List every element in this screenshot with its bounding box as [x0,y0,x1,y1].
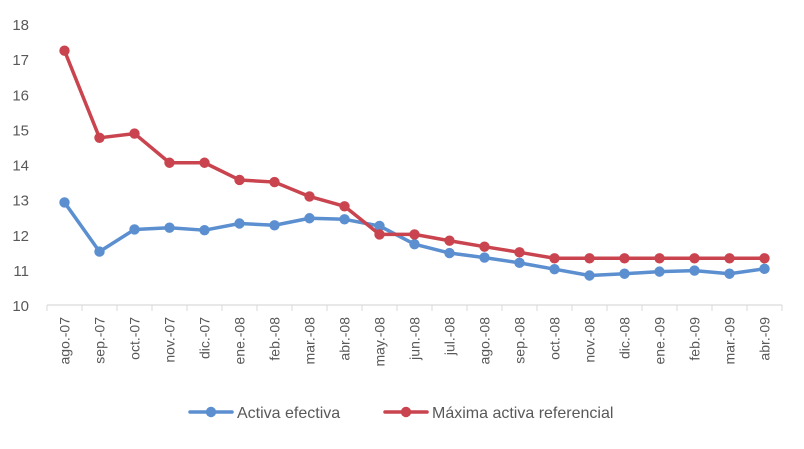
x-tick-label: mar.-08 [302,317,318,365]
data-point [94,132,105,144]
x-tick-label: abr.-08 [337,317,353,361]
y-tick-label: 18 [12,17,29,34]
data-point [409,239,420,250]
data-point [514,257,525,269]
data-point [689,265,700,276]
x-tick-label: abr.-09 [757,317,773,361]
data-point [724,268,735,279]
y-tick-label: 15 [12,122,29,139]
data-point [584,253,595,264]
data-point [234,218,245,229]
data-point [269,176,280,188]
data-point [549,253,560,264]
data-point [654,266,665,277]
data-point [374,229,385,240]
y-tick-label: 14 [12,158,29,175]
data-point [129,128,140,139]
data-point [724,253,735,264]
data-point [444,235,455,246]
data-point [479,241,490,252]
data-point [444,247,455,259]
y-tick-label: 10 [12,298,29,315]
x-tick-label: dic.-08 [617,317,633,359]
data-point [129,224,140,235]
x-tick-label: feb.-09 [687,317,703,361]
data-point [269,220,280,231]
data-point [304,213,315,224]
x-tick-label: jun.-08 [407,317,423,361]
data-point [164,157,175,168]
data-point [304,191,315,202]
y-tick-label: 11 [13,263,29,280]
data-point [619,253,630,264]
x-tick-label: nov.-07 [162,317,178,363]
legend-marker-2 [400,406,412,418]
data-point [759,253,770,264]
y-tick-label: 13 [12,193,29,210]
data-point [339,201,350,212]
x-tick-label: feb.-08 [267,317,283,361]
data-point [759,263,770,275]
y-tick-label: 16 [12,87,29,104]
x-tick-label: nov.-08 [582,317,598,363]
data-point [409,229,420,240]
data-point [59,45,70,56]
x-tick-label: ago.-07 [57,317,73,365]
x-tick-label: ene.-08 [232,317,248,365]
x-tick-label: sep.-08 [512,317,528,364]
legend-label-2: Máxima activa referencial [432,405,613,422]
x-tick-label: oct.-08 [547,317,563,360]
legend-marker-1 [205,406,217,418]
data-point [619,268,630,279]
x-tick-label: ene.-09 [652,317,668,365]
x-tick-label: sep.-07 [92,317,108,364]
data-point [164,222,175,233]
data-point [549,263,560,275]
data-point [339,214,350,225]
x-tick-label: jul.-08 [442,317,458,356]
data-point [199,157,210,168]
x-tick-label: oct.-07 [127,317,143,360]
data-point [59,197,70,208]
x-tick-label: may.-08 [372,317,388,367]
data-point [94,246,105,257]
x-tick-label: mar.-09 [722,317,738,365]
legend-label-1: Activa efectiva [237,405,340,422]
data-point [234,174,245,186]
data-point [199,224,210,236]
data-point [584,270,595,281]
y-tick-label: 12 [12,228,29,245]
data-point [374,220,385,232]
data-point [479,252,490,263]
x-tick-label: dic.-07 [197,317,213,359]
x-tick-label: ago.-08 [477,317,493,365]
data-point [689,253,700,264]
data-point [514,247,525,258]
y-tick-label: 17 [12,52,29,69]
data-point [654,253,665,264]
